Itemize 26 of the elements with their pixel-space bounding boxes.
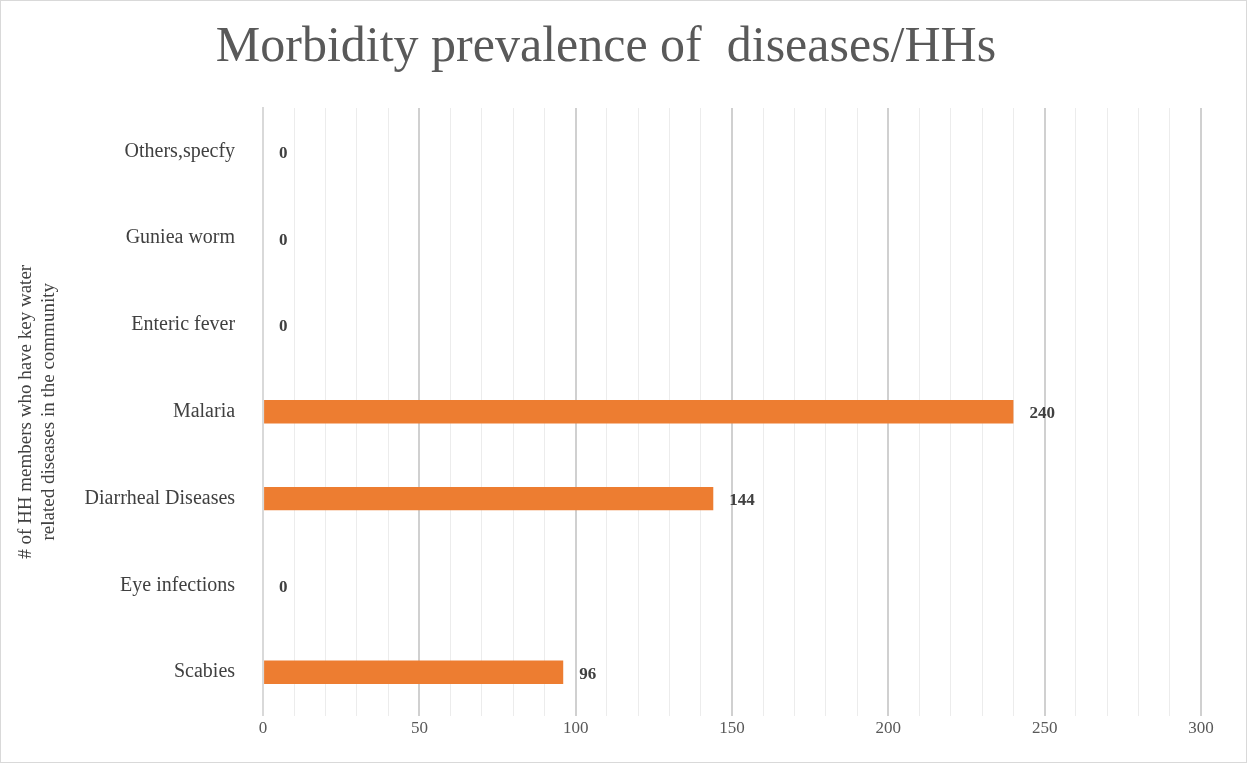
y-tick-label: Others,specfy	[124, 138, 236, 162]
x-tick-label: 50	[410, 718, 428, 738]
data-label: 0	[279, 576, 288, 596]
x-tick-label: 200	[875, 718, 902, 738]
y-tick-label: Diarrheal Diseases	[84, 485, 236, 508]
data-label: 0	[279, 229, 288, 249]
data-label: 0	[279, 142, 288, 162]
y-axis-title: # of HH members who have key water related diseases in the community	[14, 264, 59, 559]
bar	[264, 660, 564, 684]
x-tick-label: 0	[258, 718, 268, 738]
data-label: 240	[1029, 403, 1055, 423]
y-tick-label: Malaria	[172, 399, 236, 422]
y-tick-label: Eye infections	[120, 572, 236, 596]
x-tick-label: 150	[719, 718, 745, 738]
y-tick-label: Enteric fever	[131, 312, 236, 335]
data-label: 0	[279, 316, 288, 336]
y-tick-label: Guniea worm	[125, 225, 236, 248]
x-tick-label: 250	[1031, 718, 1058, 738]
bar	[264, 486, 714, 511]
data-label: 144	[729, 489, 756, 509]
chart-title: Morbidity prevalence of diseases/HHs	[215, 16, 997, 73]
data-label: 96	[579, 663, 597, 683]
y-tick-label: Scabies	[173, 659, 236, 682]
bar	[264, 400, 1014, 424]
x-tick-label: 300	[1188, 718, 1214, 738]
x-tick-label: 100	[562, 718, 589, 738]
